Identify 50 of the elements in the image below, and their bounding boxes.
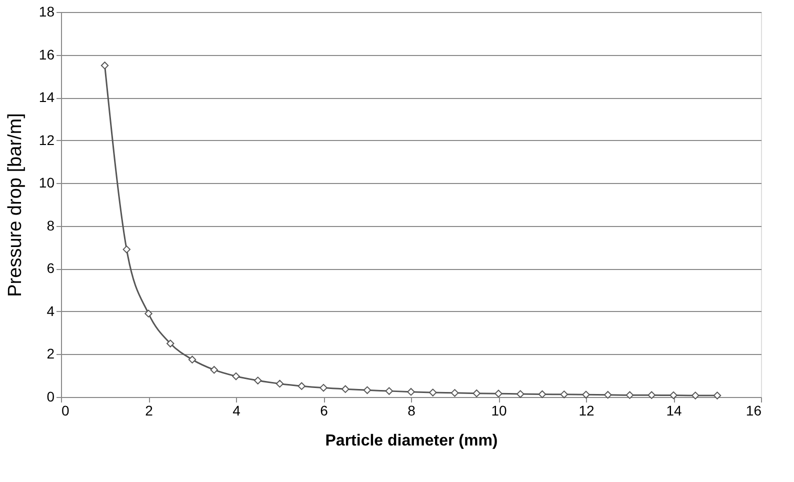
- point: [450, 389, 459, 397]
- point: [320, 384, 328, 392]
- point: [100, 62, 109, 70]
- point: [648, 391, 656, 399]
- x-tick-label: 14: [666, 402, 682, 418]
- y-tick-label: 2: [46, 346, 55, 362]
- y-tick-label: 14: [38, 89, 55, 106]
- point: [188, 356, 196, 364]
- point: [254, 376, 262, 384]
- point: [166, 340, 174, 348]
- x-tick-label: 6: [320, 402, 328, 418]
- x-tick-label: 8: [408, 402, 416, 418]
- point: [144, 310, 152, 318]
- x-tick-label: 2: [145, 402, 154, 418]
- y-tick-label: 12: [38, 132, 55, 148]
- x-tick-label: 10: [491, 402, 507, 418]
- point: [626, 391, 634, 399]
- y-tick-label: 8: [46, 217, 55, 234]
- point: [342, 385, 350, 393]
- x-tick-label: 16: [746, 402, 762, 418]
- point: [560, 390, 568, 398]
- point: [385, 387, 393, 395]
- y-tick-label: 4: [46, 302, 55, 319]
- y-tick-label: 10: [38, 174, 55, 191]
- point: [516, 390, 524, 398]
- y-axis-title: Pressure drop [bar/m]: [4, 113, 26, 297]
- x-tick-label: 0: [62, 402, 70, 418]
- point: [210, 366, 218, 374]
- point: [298, 382, 306, 390]
- point: [494, 390, 502, 398]
- y-tick-label: 18: [38, 4, 55, 20]
- point: [670, 391, 678, 400]
- point: [582, 390, 590, 398]
- point: [407, 388, 415, 396]
- y-tick-label: 6: [46, 260, 55, 276]
- y-tick-label: 0: [46, 388, 55, 404]
- point: [472, 390, 480, 398]
- point: [232, 372, 240, 380]
- x-axis-title: Particle diameter (mm): [325, 432, 498, 450]
- point: [713, 392, 722, 400]
- point: [276, 380, 284, 388]
- point: [429, 388, 437, 396]
- point: [538, 390, 546, 398]
- x-tick-label: 12: [578, 402, 594, 418]
- point: [122, 246, 130, 254]
- y-tick-label: 16: [38, 46, 55, 62]
- point: [363, 386, 372, 394]
- point: [692, 392, 700, 400]
- x-tick-label: 4: [232, 402, 241, 418]
- point: [604, 391, 612, 399]
